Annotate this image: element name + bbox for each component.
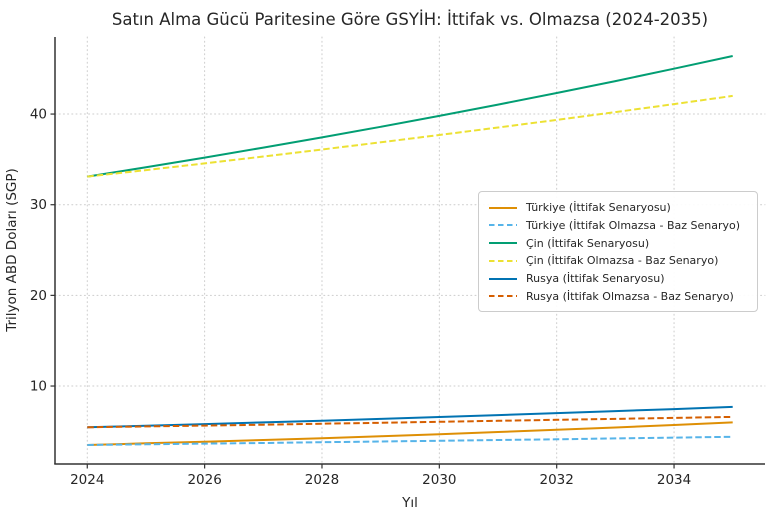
legend-item-5: Rusya (İttifak Olmazsa - Baz Senaryo) xyxy=(489,288,749,305)
series-line-0 xyxy=(87,421,733,446)
y-tick-label: 20 xyxy=(30,288,47,304)
legend-label-4: Rusya (İttifak Senaryosu) xyxy=(526,272,665,286)
x-tick-label: 2026 xyxy=(187,472,221,488)
legend-item-3: Çin (İttifak Olmazsa - Baz Senaryo) xyxy=(489,252,749,269)
legend-line-sample-3 xyxy=(489,259,517,262)
grid-layer xyxy=(54,36,766,465)
series-layer xyxy=(87,55,733,446)
y-axis-label: Trilyon ABD Doları (SGP) xyxy=(4,168,20,333)
legend-line-sample-4 xyxy=(489,277,517,280)
legend-item-1: Türkiye (İttifak Olmazsa - Baz Senaryo) xyxy=(489,217,749,234)
x-tick-label: 2024 xyxy=(70,472,104,488)
legend-line-sample-1 xyxy=(489,224,517,227)
legend-item-2: Çin (İttifak Senaryosu) xyxy=(489,235,749,252)
chart-title: Satın Alma Gücü Paritesine Göre GSYİH: İ… xyxy=(112,10,708,29)
series-line-2 xyxy=(87,55,733,178)
legend-line-sample-5 xyxy=(489,295,517,298)
x-tick-label: 2032 xyxy=(540,472,574,488)
x-tick-label: 2030 xyxy=(422,472,456,488)
series-line-5 xyxy=(87,415,733,429)
legend-item-0: Türkiye (İttifak Senaryosu) xyxy=(489,199,749,216)
series-line-1 xyxy=(87,435,733,446)
series-line-4 xyxy=(87,405,733,429)
legend-line-sample-0 xyxy=(489,206,517,209)
y-tick-label: 30 xyxy=(30,197,47,213)
x-tick-label: 2034 xyxy=(657,472,691,488)
x-tick-label: 2028 xyxy=(305,472,339,488)
legend: Türkiye (İttifak Senaryosu) Türkiye (İtti… xyxy=(478,191,758,312)
legend-line-sample-2 xyxy=(489,242,517,245)
legend-label-3: Çin (İttifak Olmazsa - Baz Senaryo) xyxy=(526,254,719,268)
legend-item-4: Rusya (İttifak Senaryosu) xyxy=(489,270,749,287)
legend-label-0: Türkiye (İttifak Senaryosu) xyxy=(526,201,671,214)
y-tick-label: 40 xyxy=(30,107,47,123)
series-line-3 xyxy=(87,94,733,178)
legend-label-5: Rusya (İttifak Olmazsa - Baz Senaryo) xyxy=(526,289,734,303)
legend-label-2: Çin (İttifak Senaryosu) xyxy=(526,236,650,250)
x-axis-label: Yıl xyxy=(401,495,418,511)
y-tick-label: 10 xyxy=(30,379,47,395)
legend-label-1: Türkiye (İttifak Olmazsa - Baz Senaryo) xyxy=(526,218,741,232)
